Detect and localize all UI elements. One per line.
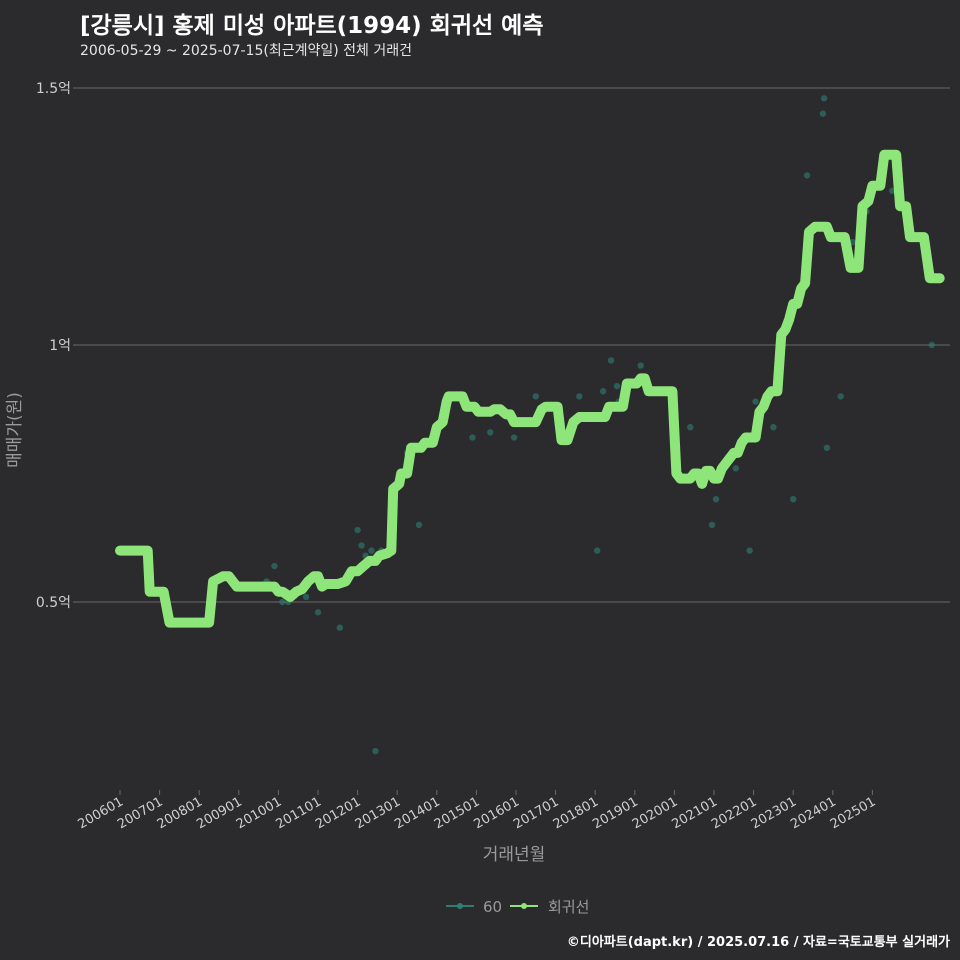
scatter-point (732, 465, 739, 472)
scatter-point (928, 341, 935, 349)
y-tick-label: 1.5억 (36, 81, 71, 97)
scatter-point (593, 547, 601, 554)
chart-title: [강릉시] 홍제 미성 아파트(1994) 회귀선 예측 (80, 13, 544, 39)
x-tick-label: 202501 (828, 794, 878, 832)
scatter-point (613, 382, 621, 390)
chart-subtitle: 2006-05-29 ~ 2025-07-15(최근계약일) 전체 거래건 (80, 43, 412, 59)
scatter-point (510, 434, 518, 441)
scatter-point (314, 609, 322, 616)
legend-regression-swatch-dot (521, 903, 527, 909)
scatter-point (637, 362, 644, 369)
scatter-point (487, 429, 494, 436)
scatter-point (819, 110, 827, 117)
scatter-point (271, 562, 278, 570)
scatter-point (354, 526, 361, 534)
y-axis-label: 매매가(원) (5, 392, 25, 468)
scatter-point (279, 598, 286, 606)
scatter-point (770, 424, 777, 431)
y-tick-label: 1억 (49, 338, 71, 354)
scatter-point (837, 393, 844, 400)
scatter-point (358, 542, 365, 549)
scatter-point (820, 95, 828, 102)
y-tick-label: 0.5억 (36, 595, 71, 611)
scatter-point (607, 357, 615, 364)
regression-line (115, 149, 945, 628)
y-grid (77, 87, 950, 603)
scatter-point (746, 547, 753, 554)
scatter-point (712, 496, 720, 503)
scatter-point (372, 747, 379, 755)
scatter-point (708, 521, 716, 529)
legend-60-label: 60 (483, 898, 502, 916)
scatter-point (302, 593, 310, 601)
scatter-points-60 (263, 95, 935, 755)
scatter-point (790, 496, 797, 503)
scatter-point (469, 434, 476, 441)
x-axis-label: 거래년월 (483, 845, 546, 865)
y-axis-ticks: 0.5억 1억 1.5억 (36, 81, 77, 611)
source-credit: ©디아파트(dapt.kr) / 2025.07.16 / 자료=국토교통부 실… (566, 935, 950, 950)
scatter-point (823, 444, 831, 451)
scatter-point (532, 393, 539, 400)
legend-60-swatch-dot (457, 903, 463, 909)
legend: 60 회귀선 (446, 898, 589, 916)
scatter-point (803, 172, 811, 179)
scatter-point (576, 393, 583, 400)
scatter-point (599, 388, 607, 395)
scatter-point (415, 521, 423, 529)
scatter-point (752, 398, 759, 405)
x-axis-ticks: 2006012007012008012009012010012011012012… (76, 790, 878, 832)
scatter-point (687, 424, 694, 431)
legend-regression-label: 회귀선 (548, 898, 589, 916)
scatter-point (336, 624, 343, 631)
scatter-point (368, 547, 375, 554)
